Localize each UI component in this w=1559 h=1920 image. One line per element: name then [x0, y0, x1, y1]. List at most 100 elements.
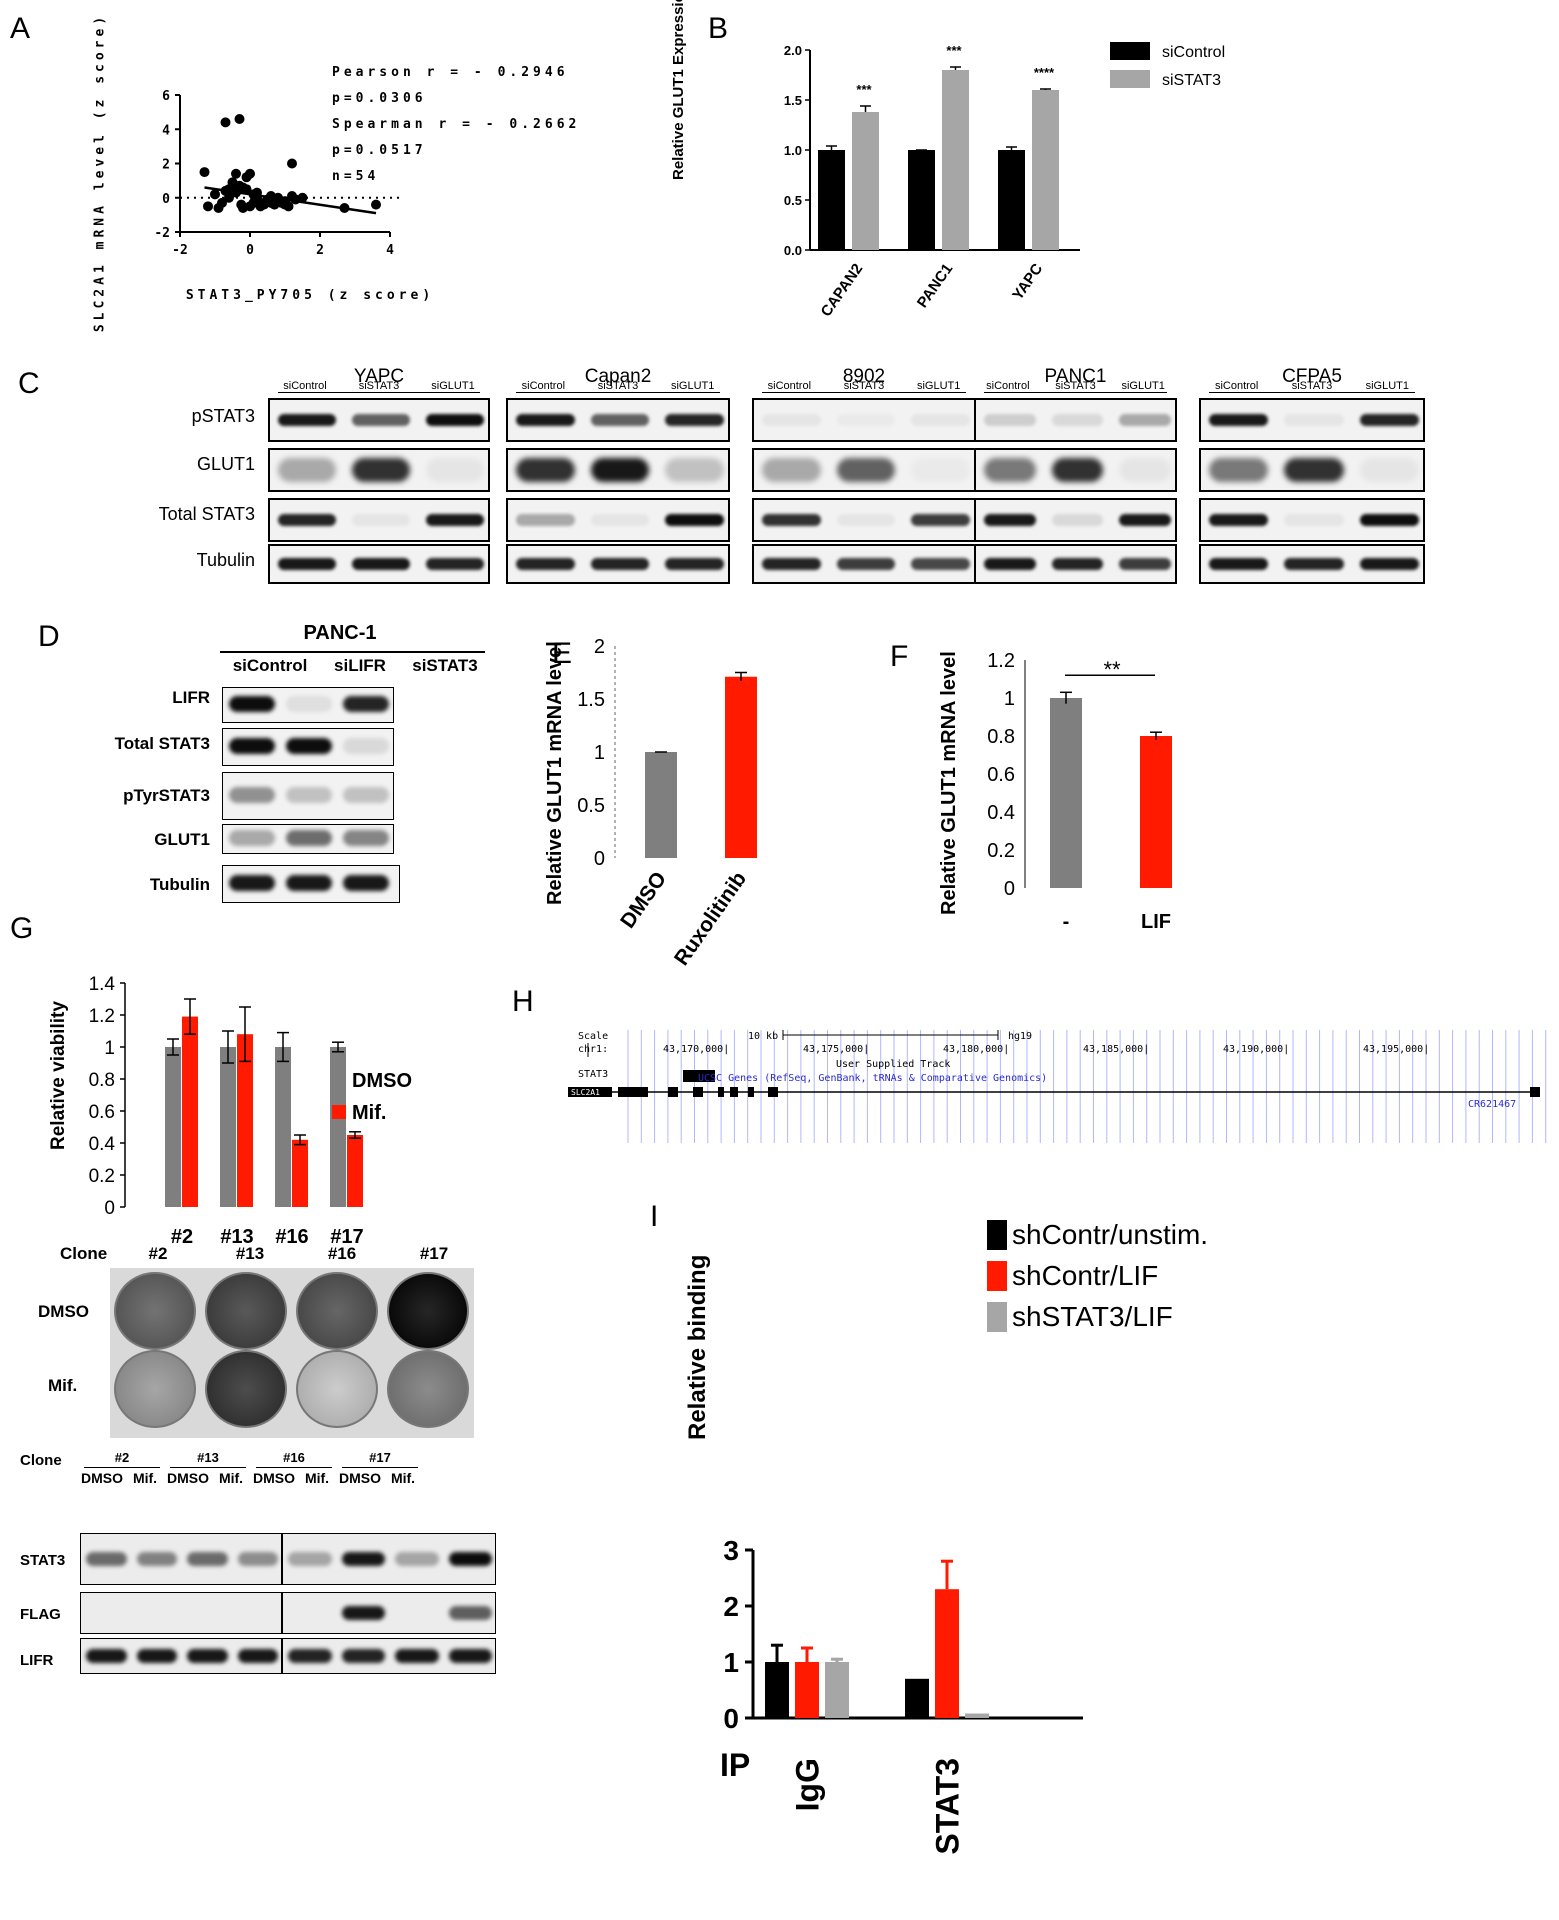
culture-dish [387, 1272, 469, 1350]
y-tick-label: 0 [104, 1198, 115, 1219]
blot-band [286, 875, 332, 891]
blot-band [137, 1606, 178, 1620]
y-tick-label: 0.6 [89, 1102, 115, 1123]
blot-band [343, 738, 389, 754]
data-point [231, 168, 241, 179]
culture-dish [387, 1350, 469, 1428]
blot-band [426, 414, 484, 426]
blot-band [278, 514, 336, 526]
panel-d-title-line [220, 651, 485, 653]
y-tick-label: 0 [723, 1703, 739, 1734]
blot-band [1359, 414, 1419, 426]
x-tick-label: 4 [386, 243, 394, 258]
bar-chart-g: 0 0.2 0.4 0.6 0.8 1 1.2 1.4 #2 #13 #16 #17 DMSO Mif. [89, 974, 412, 1248]
row-label: Total STAT3 [114, 734, 210, 753]
bar [182, 1016, 198, 1207]
exon [668, 1087, 678, 1097]
row-label: GLUT1 [196, 454, 255, 474]
panel-g-blot: Clone STAT3 FLAG LIFR #2 #13 #16 #17 DMSO Mif… [0, 1440, 520, 1920]
blot-band [1284, 458, 1344, 482]
y-tick-label: 0.4 [89, 1134, 116, 1155]
row-label: Tubulin [196, 550, 255, 570]
blot-band [237, 1552, 278, 1566]
data-point [217, 197, 227, 208]
exon [693, 1087, 703, 1097]
bar-chart-b: 0.0 0.5 1.0 1.5 2.0 *** CAPAN2 *** PANC1 **** YAPC… [784, 42, 1225, 320]
culture-dish [296, 1272, 378, 1350]
panel-b-ylabel-text: Relative GLUT1 Expression [670, 0, 687, 180]
lane-label: DMSO [253, 1470, 295, 1486]
y-tick-label: 0.8 [987, 726, 1015, 748]
x-tick-label: 2 [316, 243, 324, 258]
blot-band [187, 1552, 228, 1566]
blot-band [278, 414, 336, 426]
blot-row-label: FLAG [20, 1606, 61, 1623]
legend-swatch [987, 1220, 1007, 1250]
lane-label: siGLUT1 [916, 380, 961, 392]
bar [645, 752, 677, 858]
blot-band [426, 514, 484, 526]
x-tick-label: 0 [246, 243, 254, 258]
blot-band [352, 514, 410, 526]
blot-strip [506, 498, 730, 542]
blot-band [762, 414, 821, 426]
y-tick-label: 1 [1004, 688, 1015, 710]
blot-band [229, 787, 275, 803]
blot-band [1051, 558, 1104, 570]
blot-band [448, 1649, 492, 1663]
blot-band [1119, 558, 1171, 570]
bar [905, 1678, 929, 1718]
exon [730, 1087, 738, 1097]
plate-row-label: Mif. [48, 1376, 78, 1395]
exon [718, 1087, 724, 1097]
blot-band [665, 414, 724, 426]
blot-band [395, 1552, 439, 1566]
lane-label: siControl [232, 656, 308, 675]
clone-number: #13 [197, 1450, 219, 1465]
blot-band [448, 1606, 492, 1620]
blot-strip [80, 1638, 282, 1674]
blot-band [516, 514, 575, 526]
lane-label: siSTAT3 [843, 380, 885, 392]
bar [725, 676, 757, 858]
y-tick-label: 0.5 [577, 795, 605, 817]
stat3-peak [683, 1070, 715, 1082]
blot-band [1284, 514, 1344, 526]
panel-e: 0 0.5 1 1.5 2 DMSO Ruxolitinib Relative GLUT1 … [540, 630, 880, 970]
data-point [297, 192, 308, 203]
bar [765, 1662, 789, 1718]
blot-band [516, 414, 575, 426]
clone-line [170, 1467, 246, 1468]
panel-f: 0 0.2 0.4 0.6 0.8 1 1.2 - LIF ** Relative GLUT1 m… [930, 640, 1230, 940]
blot-strip [80, 1592, 282, 1634]
blot-band [762, 458, 821, 482]
blot-band [836, 514, 896, 526]
blot-strip [1199, 398, 1425, 442]
panel-a: -2 0 2 4 6 -2 0 2 4 SLC2A1 mRNA level (z score) … [93, 0, 700, 332]
blot-band [1051, 458, 1104, 482]
blot-band [837, 414, 896, 426]
data-point [371, 199, 381, 210]
blot-band [352, 414, 410, 426]
blot-band [86, 1552, 127, 1566]
blot-band [911, 414, 970, 426]
bar [237, 1034, 253, 1207]
legend-swatch [987, 1261, 1007, 1291]
blot-band [984, 458, 1036, 482]
blot-band [1119, 414, 1171, 426]
significance: ** [1103, 657, 1121, 682]
bar [942, 70, 969, 250]
blot-band [343, 875, 389, 891]
exon [748, 1087, 754, 1097]
y-tick-label: 3 [723, 1535, 739, 1566]
blot-band [911, 558, 970, 570]
blot-band [762, 558, 821, 570]
blot-row-label: STAT3 [20, 1552, 66, 1569]
blot-band [395, 1606, 439, 1620]
bar [852, 112, 879, 250]
blot-strip [752, 498, 976, 542]
panel-label-b: B [708, 12, 729, 45]
bar [220, 1047, 236, 1207]
blot-band [187, 1606, 228, 1620]
blot-band [238, 1606, 279, 1620]
